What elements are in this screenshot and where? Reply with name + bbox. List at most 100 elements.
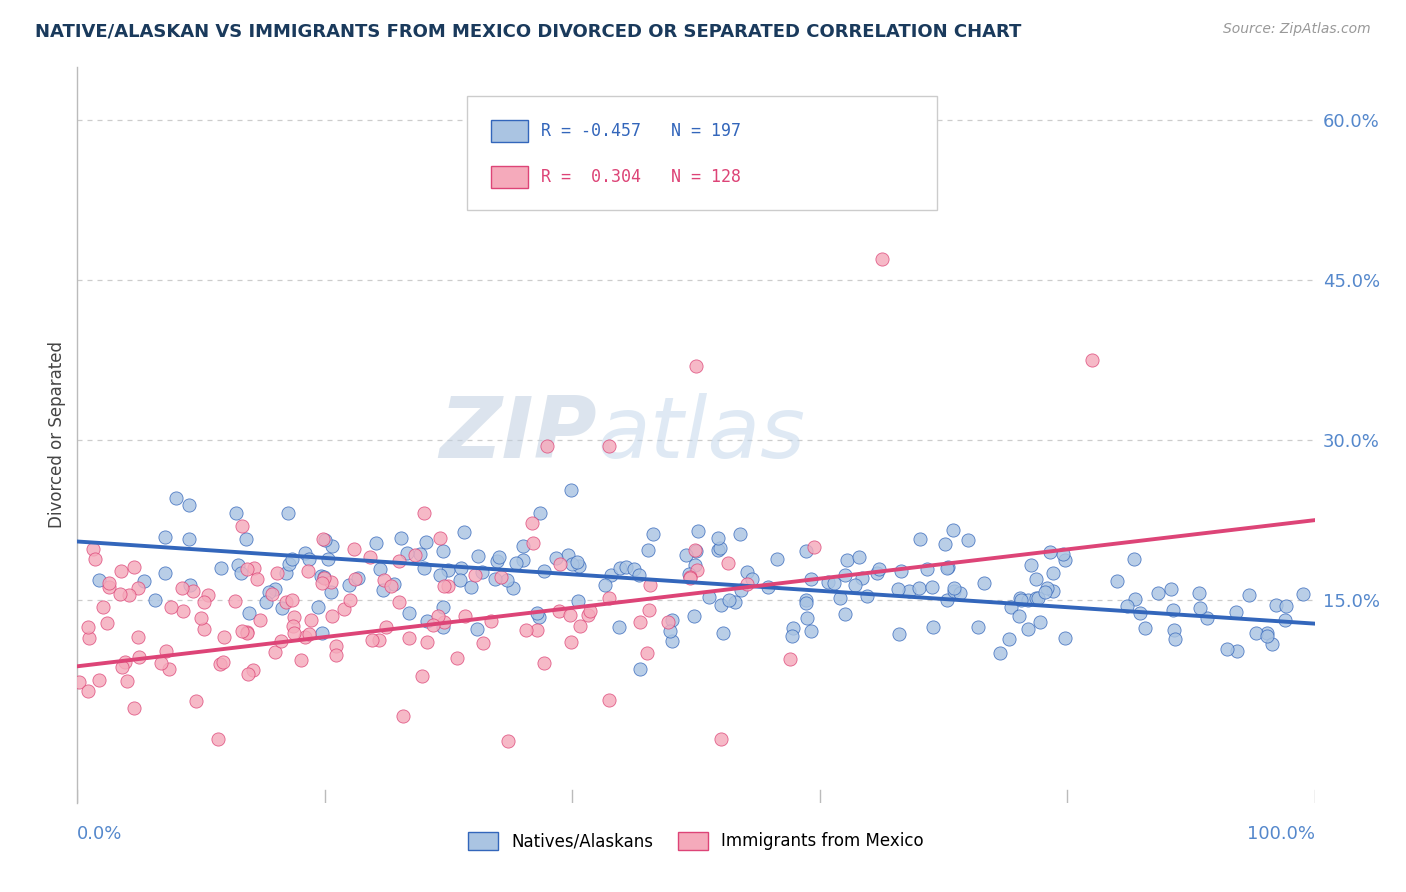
Point (449, 574, 471, 588)
Point (794, 593, 817, 607)
Point (382, 577, 405, 591)
Point (800, 624, 823, 638)
Point (657, 615, 679, 630)
Point (1042, 584, 1064, 599)
Point (942, 524, 965, 538)
Point (735, 566, 758, 580)
Point (889, 627, 911, 641)
Point (823, 576, 845, 591)
Point (1025, 591, 1047, 605)
Point (710, 731, 733, 746)
Point (526, 606, 548, 620)
Point (898, 584, 921, 599)
Point (391, 709, 413, 723)
Point (347, 571, 370, 585)
Point (724, 595, 747, 609)
Point (865, 566, 887, 580)
Point (623, 561, 645, 575)
Point (990, 647, 1012, 661)
Point (429, 568, 451, 582)
Point (82, 541, 104, 556)
Point (236, 624, 259, 639)
Point (560, 635, 582, 649)
Point (1237, 588, 1260, 602)
Point (707, 542, 730, 557)
Point (437, 563, 460, 577)
Point (1256, 629, 1278, 643)
Point (921, 620, 943, 634)
Point (659, 624, 682, 638)
Point (281, 593, 304, 607)
Point (311, 625, 333, 640)
Point (387, 595, 409, 609)
Point (683, 543, 706, 558)
Point (661, 633, 683, 648)
Point (830, 591, 852, 605)
Point (488, 549, 510, 564)
Point (1033, 585, 1056, 599)
Point (1133, 621, 1156, 635)
Point (547, 604, 569, 618)
Point (1164, 632, 1187, 646)
Point (1116, 599, 1139, 614)
Text: atlas: atlas (598, 393, 806, 476)
Point (294, 630, 316, 644)
Point (314, 533, 336, 548)
Point (683, 558, 706, 572)
Point (526, 624, 548, 638)
Point (1024, 572, 1046, 586)
Point (89, 573, 111, 587)
Point (868, 562, 890, 576)
Point (1129, 606, 1152, 620)
Point (568, 559, 591, 574)
Point (598, 693, 620, 707)
Point (153, 566, 176, 580)
Point (598, 591, 620, 605)
Point (484, 572, 506, 586)
Point (398, 631, 420, 645)
Point (277, 506, 299, 520)
Point (522, 536, 544, 550)
Point (333, 601, 356, 615)
Point (498, 734, 520, 748)
Point (84, 552, 107, 566)
Point (598, 438, 620, 452)
Point (150, 656, 173, 670)
Point (450, 561, 472, 575)
Point (388, 554, 411, 568)
Point (153, 530, 176, 544)
Point (641, 527, 664, 541)
Point (263, 645, 285, 659)
Point (1081, 353, 1104, 368)
Point (127, 581, 149, 595)
Point (181, 584, 204, 599)
Point (271, 601, 294, 615)
Point (122, 560, 145, 574)
Point (170, 582, 193, 596)
Point (343, 542, 366, 557)
Point (110, 564, 132, 578)
Point (165, 491, 187, 506)
Point (851, 571, 873, 585)
Point (231, 566, 253, 581)
Point (479, 615, 502, 629)
Point (343, 572, 366, 586)
Text: 0.0%: 0.0% (77, 825, 122, 843)
Point (728, 527, 751, 541)
Point (710, 598, 733, 612)
Point (1036, 581, 1059, 595)
Point (276, 595, 298, 609)
Point (569, 619, 592, 633)
Point (560, 483, 582, 497)
Point (796, 611, 818, 625)
Point (368, 633, 391, 648)
Point (1195, 611, 1218, 625)
Point (155, 644, 177, 658)
Point (756, 580, 779, 594)
Point (855, 590, 877, 604)
Point (627, 568, 650, 582)
Point (486, 554, 509, 568)
Point (1275, 599, 1298, 613)
Point (1147, 585, 1170, 599)
Point (593, 577, 616, 591)
